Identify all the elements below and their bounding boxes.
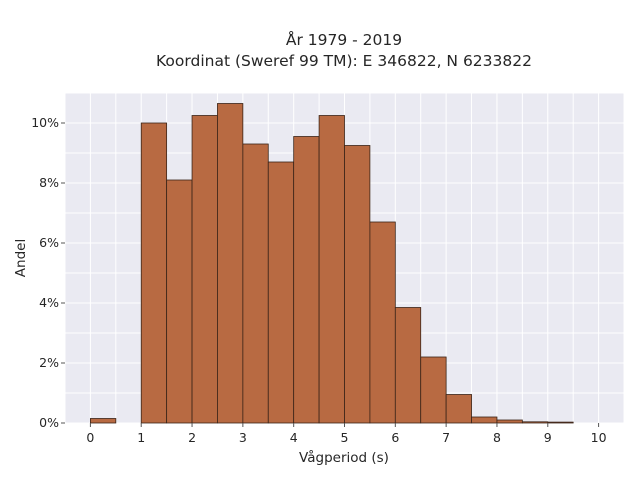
y-tick-label: 4% <box>39 295 59 310</box>
y-axis-ticks: 0% 2% 4% 6% 8% 10% <box>31 115 65 430</box>
x-tick-label: 10 <box>591 430 607 445</box>
histogram-bar <box>471 416 498 424</box>
x-axis-label: Vågperiod (s) <box>299 449 389 466</box>
y-axis-label: Andel <box>13 239 29 277</box>
x-axis-ticks: 0 1 2 3 4 5 6 7 8 9 10 <box>86 423 607 445</box>
x-tick-label: 3 <box>239 430 247 445</box>
histogram-bar <box>445 394 472 424</box>
histogram-bar <box>420 356 447 424</box>
histogram-bar <box>521 421 549 424</box>
y-tick-label: 8% <box>39 175 59 190</box>
y-tick-label: 0% <box>39 415 59 430</box>
x-tick-label: 5 <box>341 430 349 445</box>
chart-title-line-1: År 1979 - 2019 <box>286 30 402 49</box>
histogram-bar <box>547 421 574 424</box>
histogram-bar <box>242 143 269 424</box>
histogram-bar <box>217 103 244 424</box>
histogram-bar <box>369 221 396 424</box>
y-tick-label: 2% <box>39 355 59 370</box>
x-tick-label: 9 <box>544 430 552 445</box>
bars-group <box>90 103 574 424</box>
histogram-bar <box>166 179 193 424</box>
x-tick-label: 4 <box>290 430 298 445</box>
y-tick-label: 10% <box>31 115 59 130</box>
x-tick-label: 8 <box>493 430 501 445</box>
x-tick-label: 2 <box>188 430 196 445</box>
histogram-bar <box>191 115 218 424</box>
x-tick-label: 0 <box>86 430 94 445</box>
histogram-bar <box>267 161 295 424</box>
histogram-bar <box>293 136 320 424</box>
chart-title-line-2: Koordinat (Sweref 99 TM): E 346822, N 62… <box>156 52 532 70</box>
x-tick-label: 7 <box>442 430 450 445</box>
x-tick-label: 1 <box>137 430 145 445</box>
histogram-bar <box>90 418 117 424</box>
histogram-bar <box>318 115 345 424</box>
histogram-bar <box>344 145 371 424</box>
histogram-bar <box>496 419 523 424</box>
histogram-bar <box>140 122 168 424</box>
x-tick-label: 6 <box>391 430 399 445</box>
histogram-bar <box>394 307 422 424</box>
y-tick-label: 6% <box>39 235 59 250</box>
